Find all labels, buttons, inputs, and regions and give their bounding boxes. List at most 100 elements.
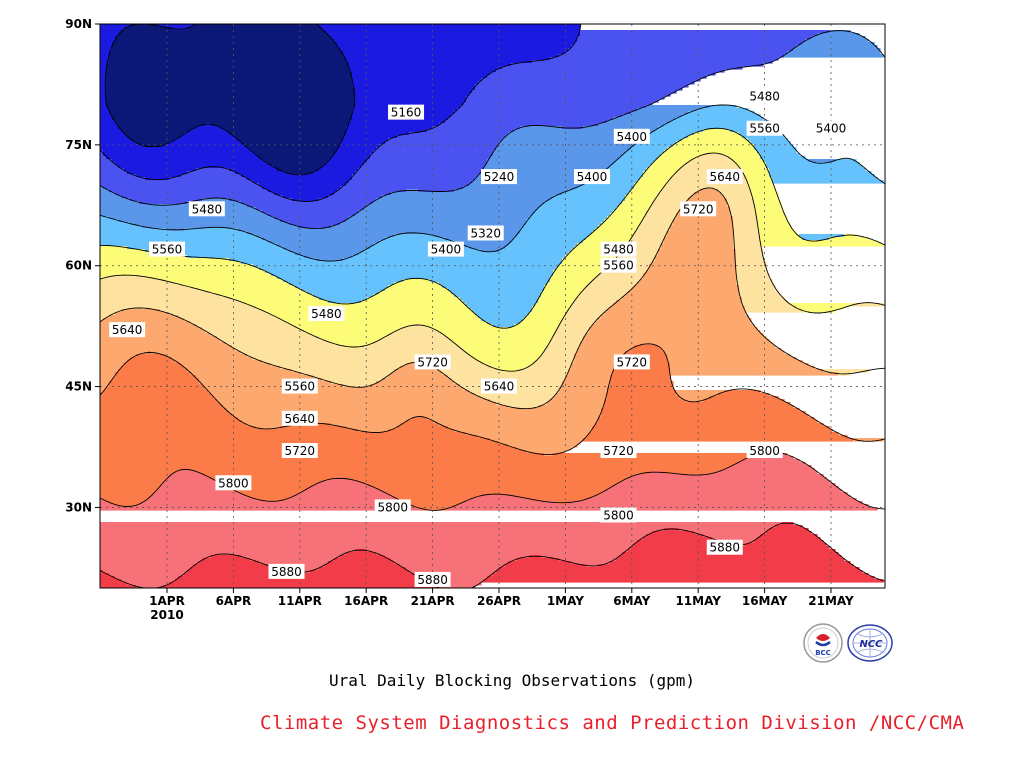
svg-text:5880: 5880	[709, 541, 740, 555]
x-tick-label: 26APR	[477, 594, 521, 608]
svg-text:5720: 5720	[603, 444, 634, 458]
svg-text:5560: 5560	[152, 243, 183, 257]
contour-label: 5880	[414, 571, 451, 587]
x-tick-label: 1MAY	[547, 594, 584, 608]
contour-label: 5800	[374, 499, 411, 515]
svg-text:5640: 5640	[709, 170, 740, 184]
contour-label: 5480	[746, 88, 783, 104]
svg-text:5880: 5880	[271, 565, 302, 579]
svg-text:5800: 5800	[749, 444, 780, 458]
contour-label: 5800	[746, 443, 783, 459]
contour-label: 5560	[600, 257, 637, 273]
contour-label: 5240	[481, 169, 517, 185]
svg-text:5480: 5480	[603, 243, 634, 257]
contour-line-5560	[100, 152, 885, 372]
x-tick-label: 21APR	[411, 594, 455, 608]
contour-label: 5560	[149, 241, 185, 257]
contour-line-5400	[100, 104, 885, 262]
svg-text:5400: 5400	[816, 122, 847, 136]
contour-labels: 5160 5240 5320 5400 5400 5400 5400 5480 5480 5480…	[109, 88, 849, 587]
contour-label: 5400	[427, 241, 464, 257]
contour-label: 5320	[467, 225, 504, 241]
contour-label: 5400	[813, 120, 849, 136]
contour-label: 5880	[268, 563, 305, 579]
x-tick-label: 11MAY	[675, 594, 721, 608]
x-tick-label: 11APR	[278, 594, 322, 608]
svg-text:BCC: BCC	[815, 649, 831, 657]
y-axis: 30N 45N 60N 75N 90N	[65, 17, 100, 514]
bcc-logo-icon: BCC	[803, 623, 843, 663]
svg-text:5480: 5480	[749, 90, 780, 104]
contour-label: 5560	[746, 120, 783, 136]
contour-label: 5640	[281, 410, 318, 426]
contour-label: 5160	[388, 104, 425, 120]
x-tick-label: 16MAY	[742, 594, 788, 608]
contour-label: 5720	[680, 201, 717, 217]
contour-label: 5400	[573, 169, 610, 185]
svg-text:5480: 5480	[192, 202, 223, 216]
x-tick-label: 1APR	[149, 594, 185, 608]
gridlines	[100, 24, 885, 588]
svg-text:5400: 5400	[617, 130, 648, 144]
svg-text:5480: 5480	[311, 307, 342, 321]
svg-text:5400: 5400	[577, 170, 608, 184]
svg-text:5400: 5400	[431, 243, 462, 257]
y-tick-label: 30N	[65, 500, 92, 514]
svg-text:5800: 5800	[377, 500, 408, 514]
svg-text:5720: 5720	[417, 355, 448, 369]
contour-label: 5480	[188, 201, 225, 217]
svg-text:5720: 5720	[285, 444, 316, 458]
contour-label: 5640	[481, 378, 517, 394]
contour-line-5240	[100, 24, 582, 202]
y-tick-label: 75N	[65, 138, 92, 152]
contour-line-5640	[100, 187, 885, 410]
contour-label: 5880	[706, 539, 743, 555]
svg-text:5880: 5880	[417, 573, 448, 587]
x-tick-label: 21MAY	[808, 594, 854, 608]
svg-text:5320: 5320	[470, 226, 501, 240]
x-year-label: 2010	[150, 608, 183, 622]
y-tick-label: 60N	[65, 259, 92, 273]
contour-label: 5720	[600, 443, 637, 459]
contour-label: 5720	[613, 354, 650, 370]
contour-label: 5400	[613, 128, 650, 144]
contour-label: 5800	[600, 507, 637, 523]
y-tick-label: 90N	[65, 17, 92, 31]
contour-label: 5480	[600, 241, 637, 257]
contour-label: 5800	[215, 475, 252, 491]
contour-label: 5720	[281, 443, 318, 459]
contour-line-5320	[100, 30, 885, 230]
svg-text:NCC: NCC	[859, 639, 883, 650]
ncc-logo-icon: NCC	[847, 624, 893, 662]
svg-text:5800: 5800	[218, 476, 249, 490]
credit-line: Climate System Diagnostics and Predictio…	[260, 712, 965, 734]
svg-text:5720: 5720	[617, 355, 648, 369]
svg-text:5640: 5640	[112, 323, 143, 337]
svg-text:5240: 5240	[484, 170, 515, 184]
x-tick-label: 16APR	[344, 594, 388, 608]
contour-line-5480	[100, 127, 885, 329]
y-tick-label: 45N	[65, 380, 92, 394]
svg-text:5640: 5640	[285, 412, 316, 426]
svg-text:5160: 5160	[391, 106, 422, 120]
plot-frame	[99, 23, 886, 589]
chart-title: Ural Daily Blocking Observations (gpm)	[328, 671, 696, 690]
contour-line-5160	[104, 24, 356, 176]
contour-bands	[100, 24, 884, 588]
contour-label: 5720	[414, 354, 451, 370]
contour-chart: 1APR 6APR 11APR 16APR 21APR 26APR 1MAY 6MAY 11MA…	[65, 17, 886, 622]
contour-label: 5640	[706, 169, 743, 185]
x-tick-label: 6APR	[216, 594, 252, 608]
x-axis: 1APR 6APR 11APR 16APR 21APR 26APR 1MAY 6MAY 11MA…	[149, 588, 854, 622]
contour-label: 5640	[109, 322, 146, 338]
svg-text:5640: 5640	[484, 380, 515, 394]
svg-text:5560: 5560	[603, 259, 634, 273]
contour-line-5880	[100, 522, 885, 588]
contour-label: 5480	[308, 306, 345, 322]
svg-text:5560: 5560	[749, 122, 780, 136]
svg-text:5560: 5560	[285, 380, 316, 394]
svg-text:5720: 5720	[683, 202, 714, 216]
svg-text:5800: 5800	[603, 508, 634, 522]
contour-label: 5560	[281, 378, 318, 394]
x-tick-label: 6MAY	[613, 594, 650, 608]
